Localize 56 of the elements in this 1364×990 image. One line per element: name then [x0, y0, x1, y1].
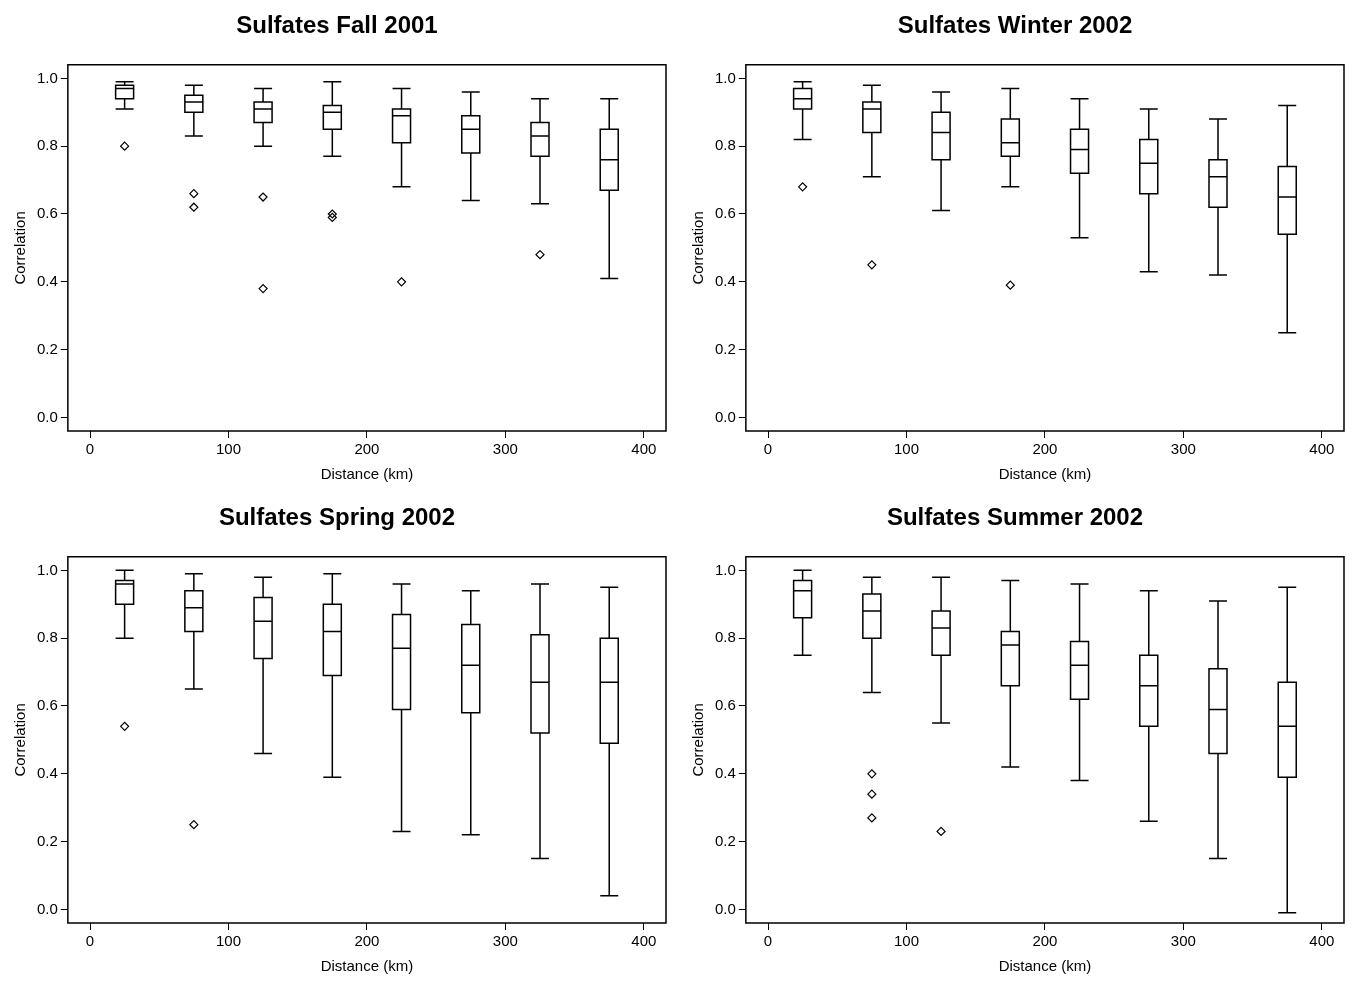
y-tick-label: 0.4	[714, 763, 736, 781]
x-axis-title: Distance (km)	[998, 465, 1092, 483]
x-axis-title: Distance (km)	[998, 957, 1092, 975]
x-tick-label: 200	[1032, 932, 1058, 950]
y-axis-title: Correlation	[689, 211, 707, 285]
y-tick-label: 1.0	[36, 68, 58, 86]
y-tick-label: 0.2	[36, 831, 58, 849]
x-tick-label: 100	[893, 440, 919, 458]
x-tick-label: 0	[85, 440, 95, 458]
x-tick-label: 0	[763, 932, 773, 950]
y-tick-label: 0.0	[36, 407, 58, 425]
x-axis-title: Distance (km)	[320, 465, 414, 483]
y-tick-label: 0.4	[714, 271, 736, 289]
y-tick-label: 0.6	[714, 696, 736, 714]
y-tick-label: 0.4	[36, 271, 58, 289]
x-tick-label: 400	[631, 440, 657, 458]
y-tick-label: 0.2	[714, 339, 736, 357]
x-tick-label: 100	[215, 440, 241, 458]
y-tick-label: 0.2	[36, 339, 58, 357]
y-tick-label: 0.2	[714, 831, 736, 849]
x-tick-label: 200	[354, 440, 380, 458]
x-tick-label: 300	[1170, 440, 1196, 458]
y-tick-label: 1.0	[714, 560, 736, 578]
x-tick-label: 300	[492, 440, 518, 458]
y-tick-label: 0.8	[714, 628, 736, 646]
y-tick-label: 1.0	[714, 68, 736, 86]
y-tick-label: 0.8	[36, 628, 58, 646]
y-axis-title: Correlation	[11, 703, 29, 777]
y-tick-label: 0.8	[36, 136, 58, 154]
x-tick-label: 0	[763, 440, 773, 458]
x-axis-title: Distance (km)	[320, 957, 414, 975]
x-tick-label: 100	[215, 932, 241, 950]
y-tick-label: 0.0	[36, 899, 58, 917]
y-tick-label: 0.4	[36, 763, 58, 781]
chart-title: Sulfates Fall 2001	[236, 11, 438, 39]
chart-title: Sulfates Winter 2002	[897, 11, 1133, 39]
y-tick-label: 0.6	[714, 204, 736, 222]
chart-title: Sulfates Spring 2002	[218, 503, 456, 531]
y-tick-label: 0.6	[36, 204, 58, 222]
x-tick-label: 0	[85, 932, 95, 950]
y-tick-label: 0.0	[714, 407, 736, 425]
x-tick-label: 100	[893, 932, 919, 950]
x-tick-label: 200	[354, 932, 380, 950]
x-tick-label: 200	[1032, 440, 1058, 458]
y-tick-label: 0.6	[36, 696, 58, 714]
y-tick-label: 0.8	[714, 136, 736, 154]
x-tick-label: 400	[1309, 932, 1335, 950]
x-tick-label: 300	[1170, 932, 1196, 950]
y-tick-label: 1.0	[36, 560, 58, 578]
chart-title: Sulfates Summer 2002	[886, 503, 1144, 531]
y-tick-label: 0.0	[714, 899, 736, 917]
x-tick-label: 400	[1309, 440, 1335, 458]
x-tick-label: 300	[492, 932, 518, 950]
y-axis-title: Correlation	[11, 211, 29, 285]
x-tick-label: 400	[631, 932, 657, 950]
y-axis-title: Correlation	[689, 703, 707, 777]
